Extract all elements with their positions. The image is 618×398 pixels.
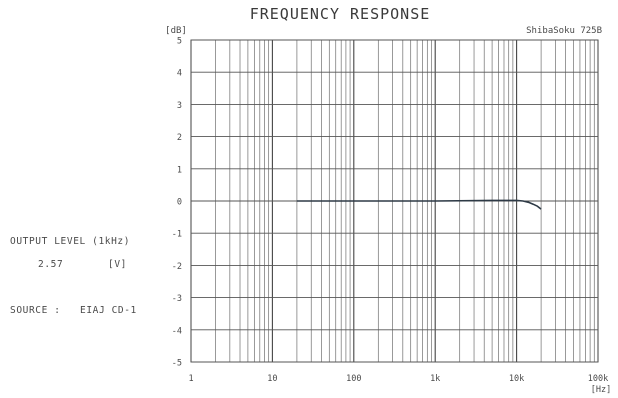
y-tick-label: 3 — [177, 101, 182, 111]
brand-label: ShibaSoku 725B — [526, 26, 602, 36]
y-tick-label: -1 — [172, 230, 182, 240]
x-tick-label: 1 — [188, 374, 193, 384]
x-axis-unit: [Hz] — [591, 385, 611, 395]
y-tick-label: 4 — [177, 69, 182, 79]
output-level-label: OUTPUT LEVEL (1kHz) — [10, 236, 131, 247]
y-tick-label: -5 — [172, 359, 182, 369]
series-line — [296, 199, 542, 210]
y-axis-unit: [dB] — [165, 26, 187, 36]
y-tick-label: 2 — [177, 133, 182, 143]
y-tick-label: -3 — [172, 294, 182, 304]
chart-title: FREQUENCY RESPONSE — [250, 5, 431, 23]
y-tick-labels: 5 4 3 2 1 0 -1 -2 -3 -4 -5 — [172, 37, 182, 369]
x-tick-label: 100k — [588, 374, 608, 384]
y-tick-label: 5 — [177, 37, 182, 47]
output-level-value: 2.57 — [38, 259, 64, 270]
y-tick-label: 0 — [177, 198, 182, 208]
output-level-unit: [V] — [108, 259, 127, 270]
x-tick-label: 100 — [346, 374, 361, 384]
x-tick-labels: 1 10 100 1k 10k 100k — [188, 374, 608, 384]
y-tick-label: 1 — [177, 165, 182, 175]
source-value: EIAJ CD-1 — [80, 305, 137, 316]
y-tick-label: -2 — [172, 262, 182, 272]
x-tick-label: 10k — [509, 374, 524, 384]
x-tick-label: 10 — [267, 374, 277, 384]
source-label: SOURCE : — [10, 305, 61, 316]
series-layer — [296, 199, 542, 210]
plot-frame — [190, 39, 599, 363]
x-tick-label: 1k — [430, 374, 440, 384]
y-tick-label: -4 — [172, 326, 182, 336]
